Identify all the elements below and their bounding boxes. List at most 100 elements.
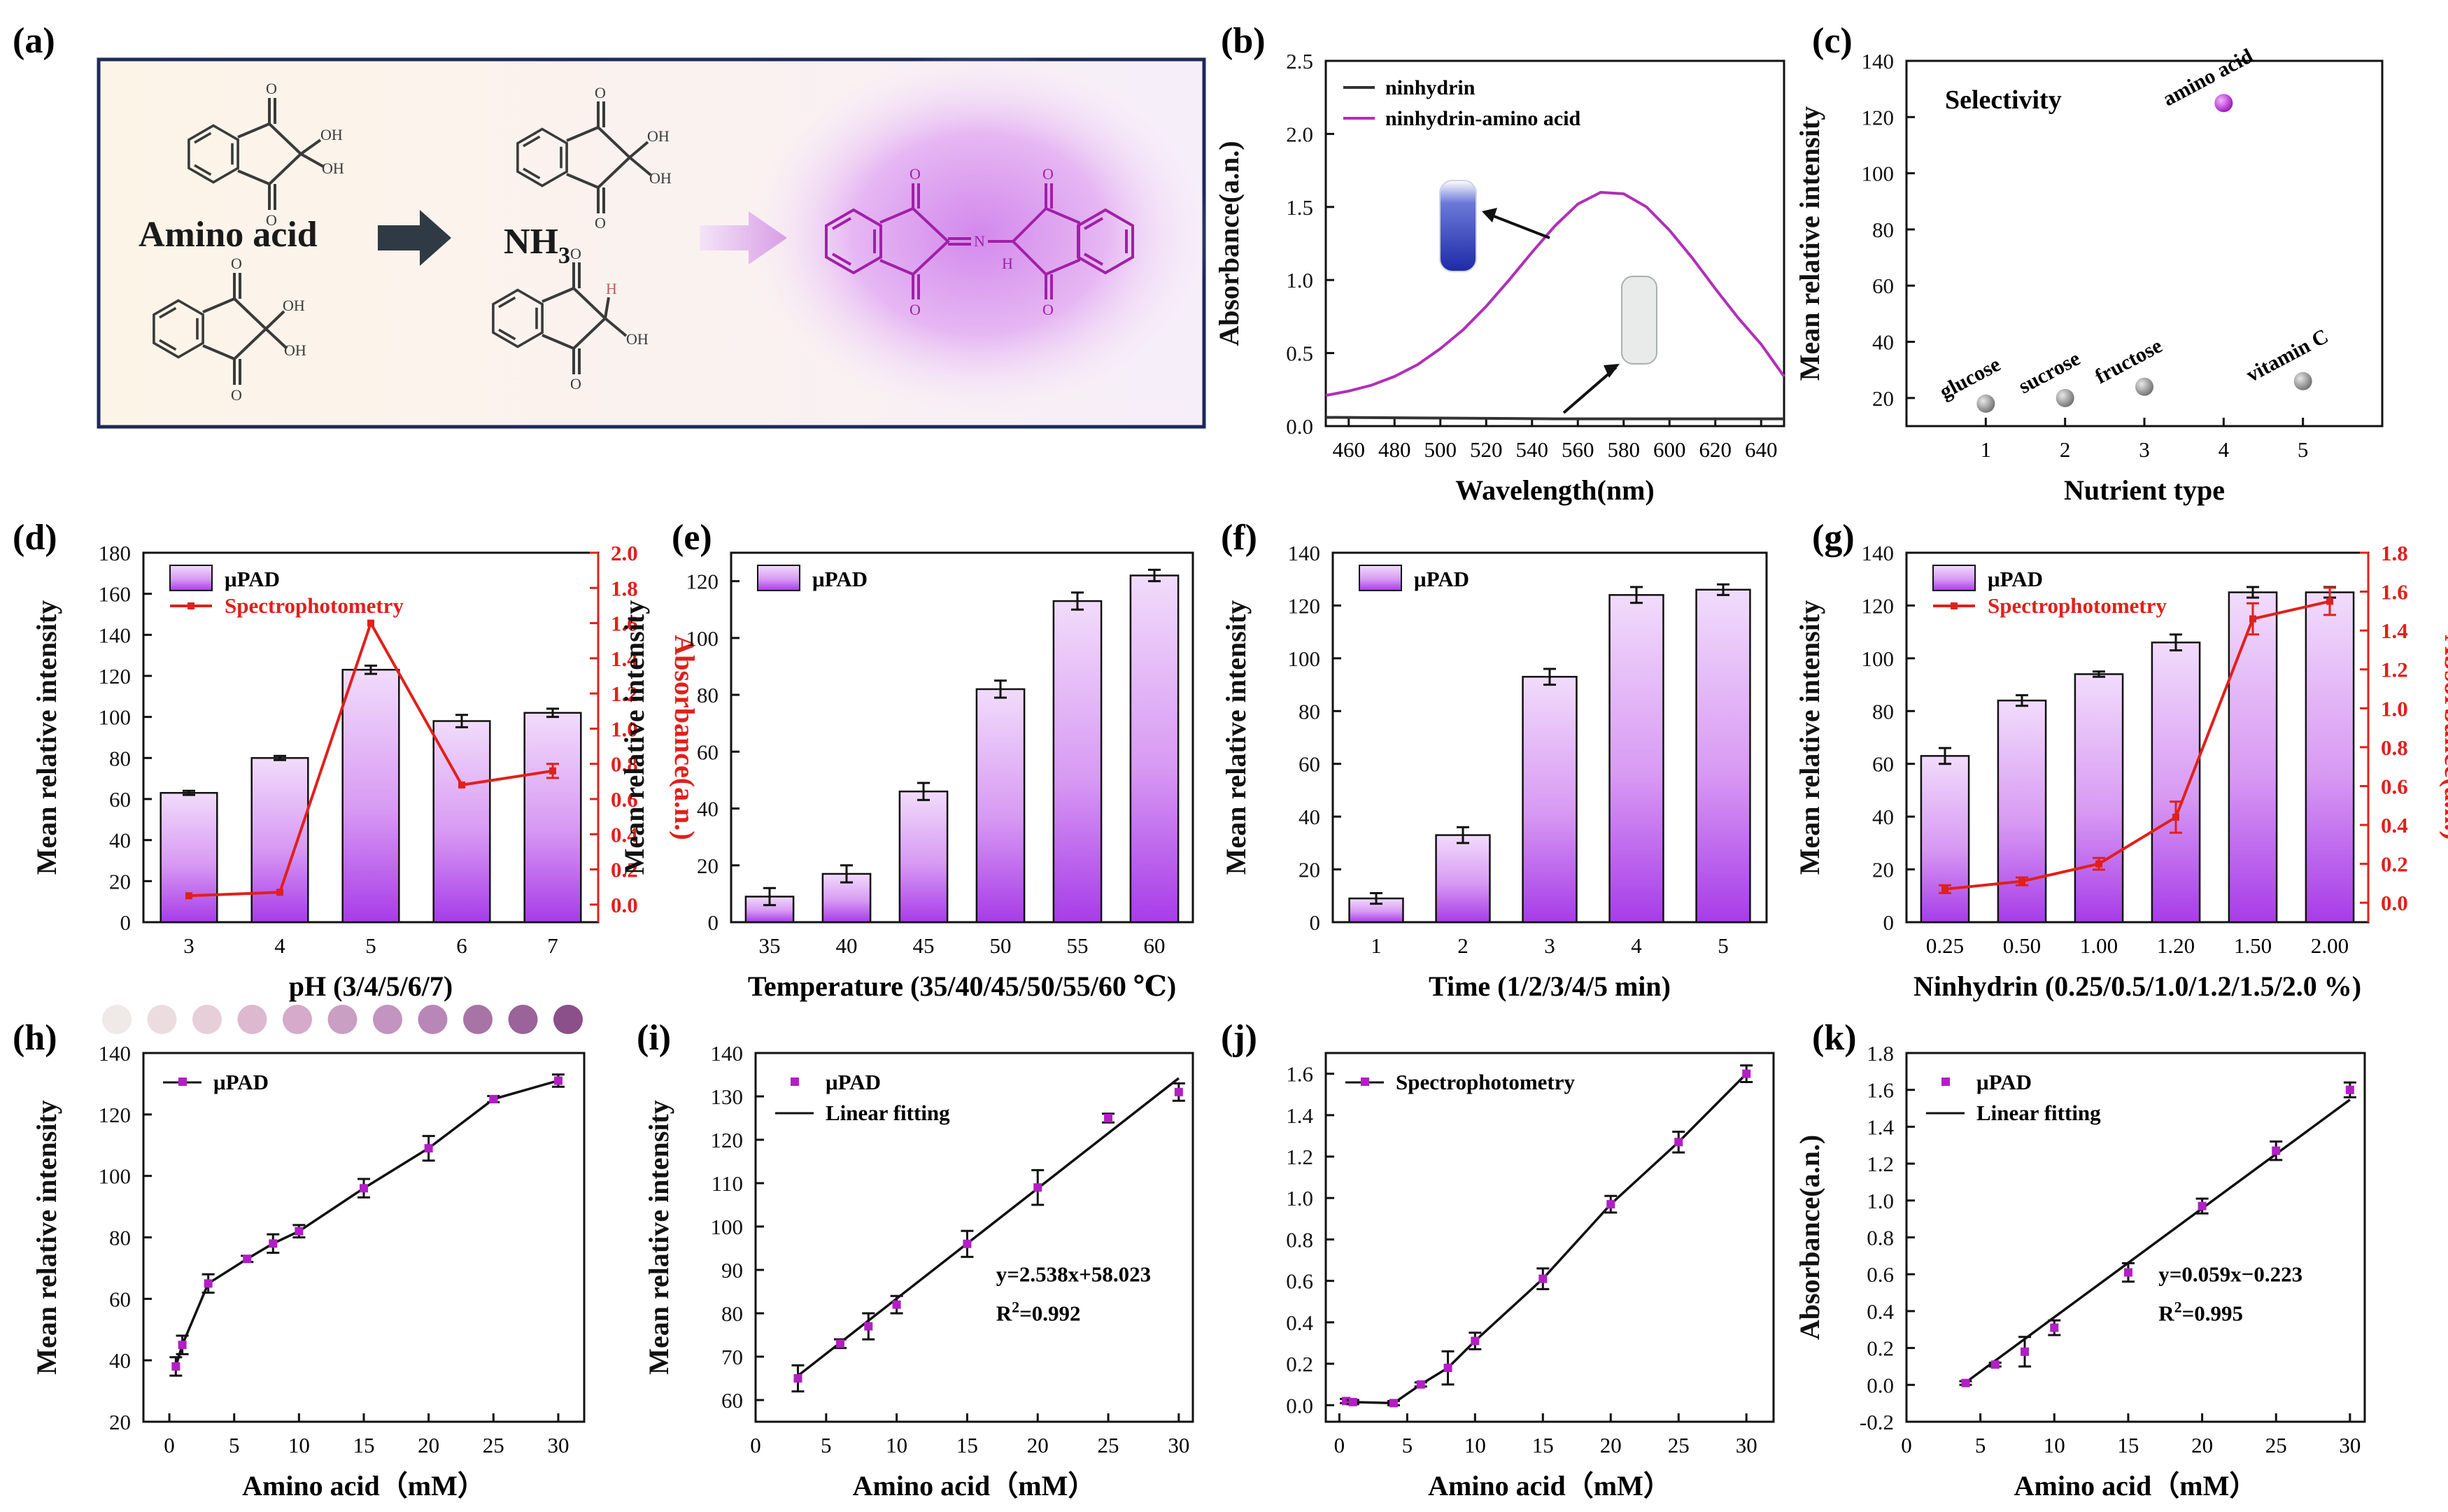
- svg-text:O: O: [910, 165, 921, 183]
- legend-marker-line-d: [188, 602, 194, 609]
- y-tick-label-k: 1.6: [1867, 1078, 1894, 1103]
- y-tick-label-d: 40: [109, 828, 131, 853]
- point-label-c-4: vitamin C: [2242, 325, 2332, 387]
- panel-f: (f) 0 20 40 60 80 100 120 140 Mean relative inten…: [1220, 518, 1768, 1002]
- data-point-c-4: [2293, 372, 2312, 390]
- x-tick-label-h: 5: [229, 1433, 240, 1457]
- y-tick-label-c: 100: [1862, 162, 1895, 186]
- point-label-c-0: glucose: [1936, 353, 2004, 404]
- svg-text:O: O: [595, 84, 606, 101]
- spectrum-line-0: [1325, 416, 1784, 421]
- svg-text:OH: OH: [647, 127, 670, 145]
- color-swatch-h: [553, 1005, 583, 1034]
- y-tick-label-d2: 0.2: [611, 858, 638, 882]
- y-tick-label-g: 20: [1872, 858, 1894, 882]
- panel-label-b: (b): [1221, 21, 1266, 61]
- y-tick-label-f: 100: [1288, 647, 1321, 671]
- y-axis-title-g2: Absorbance(a.n.): [2439, 635, 2448, 840]
- x-tick-label-c: 3: [2139, 437, 2150, 462]
- legend-swatch-bar-d: [169, 565, 213, 591]
- color-swatch-h: [373, 1005, 402, 1034]
- x-tick-label-c: 4: [2219, 437, 2230, 462]
- y-tick-label-f: 40: [1299, 805, 1320, 829]
- data-point-j: [1389, 1399, 1398, 1408]
- x-tick-label-j: 25: [1668, 1433, 1690, 1457]
- x-tick-label-d: 4: [274, 933, 285, 958]
- fit-equation-i: y=2.538x+58.023: [996, 1262, 1151, 1287]
- x-tick-label-k: 0: [1901, 1433, 1912, 1457]
- ruhemanns-purple-labels: O O N H O O: [910, 165, 1054, 318]
- x-axis-title-k: Amino acid（mM）: [2014, 1470, 2258, 1502]
- y-axis-title-g: Mean relative intensity: [1794, 600, 1825, 875]
- y-tick-label-i: 140: [711, 1041, 744, 1066]
- data-point-j: [1471, 1336, 1480, 1345]
- y-tick-label-e: 40: [697, 797, 719, 821]
- spectro-line-g: [1944, 600, 2330, 891]
- panel-j: (j) 0.0 0.2 0.4 0.6 0.8 1.0 1.2 1.4 1.6 0 5 10 15 20 25…: [1221, 1018, 1775, 1502]
- y-tick-label-d: 60: [109, 787, 131, 812]
- y-tick-label-k: 1.0: [1867, 1189, 1894, 1213]
- x-tick-label-h: 20: [418, 1433, 439, 1457]
- bar-d: [341, 668, 400, 924]
- x-tick-label-d: 5: [365, 933, 376, 958]
- x-tick-label-h: 10: [288, 1433, 310, 1457]
- legend-swatch-bar-f: [1359, 565, 1402, 591]
- x-tick-label-h: 15: [353, 1433, 375, 1457]
- y-tick-label-d: 0: [120, 910, 132, 935]
- bar-g: [2074, 673, 2124, 924]
- y-tick-label-i: 90: [721, 1258, 743, 1283]
- y-tick-label-e: 60: [697, 740, 719, 764]
- x-tick-label-g: 0.25: [1926, 933, 1964, 958]
- x-tick-label-g: 1.50: [2234, 933, 2272, 958]
- data-point-k: [1961, 1378, 1970, 1387]
- data-point-j: [1538, 1274, 1548, 1283]
- y-tick-label-g2: 0.0: [2381, 891, 2408, 915]
- svg-text:OH: OH: [283, 297, 305, 314]
- bar-g: [2228, 591, 2278, 924]
- y-tick-label-c: 140: [1862, 49, 1895, 73]
- svg-text:OH: OH: [626, 330, 649, 348]
- y-tick-label-f: 0: [1310, 910, 1321, 935]
- color-swatch-h: [508, 1005, 538, 1034]
- x-tick-label-f: 5: [1718, 933, 1729, 958]
- legend-marker-i: [791, 1078, 799, 1086]
- x-axis-title-h: Amino acid（mM）: [242, 1470, 486, 1502]
- data-point-i: [793, 1374, 802, 1383]
- data-point-j: [1416, 1380, 1425, 1389]
- y-tick-label-g2: 1.4: [2381, 619, 2408, 643]
- y-tick-label-d2: 0.6: [611, 787, 638, 812]
- x-tick-label-f: 1: [1371, 933, 1382, 958]
- y-tick-label-g: 0: [1883, 910, 1895, 935]
- svg-text:OH: OH: [322, 160, 344, 177]
- x-tick-label-k: 25: [2265, 1433, 2287, 1457]
- spectro-marker-g: [2172, 813, 2179, 821]
- bar-e: [1129, 574, 1180, 924]
- y-tick-label-k: 0.6: [1867, 1262, 1894, 1287]
- y-tick-label-j: 1.4: [1286, 1103, 1313, 1128]
- arrowhead-purple-tube: [1482, 208, 1497, 222]
- fit-r2-i: R2=0.992: [996, 1299, 1081, 1326]
- spectro-marker-g: [2249, 615, 2256, 623]
- y-tick-label-b: 0.5: [1286, 341, 1313, 366]
- y-tick-label-d2: 0.4: [611, 822, 638, 847]
- x-tick-label-k: 20: [2191, 1433, 2213, 1457]
- data-point-i: [1104, 1114, 1113, 1122]
- x-axis-title-g: Ninhydrin (0.25/0.5/1.0/1.2/1.5/2.0 %): [1913, 970, 2361, 1002]
- data-point-j: [1674, 1138, 1683, 1147]
- x-tick-label-j: 30: [1736, 1433, 1757, 1457]
- y-tick-label-j: 0.2: [1286, 1352, 1313, 1376]
- data-point-h: [178, 1341, 187, 1350]
- legend-label-bar-f: μPAD: [1414, 567, 1469, 591]
- data-point-k: [2050, 1323, 2059, 1332]
- x-axis-title-j: Amino acid（mM）: [1428, 1470, 1671, 1502]
- svg-text:N: N: [974, 232, 985, 250]
- bar-d: [160, 791, 218, 924]
- y-tick-label-f: 20: [1299, 858, 1320, 882]
- y-tick-label-h: 100: [99, 1164, 132, 1189]
- data-point-h: [269, 1239, 278, 1248]
- y-tick-label-d2: 2.0: [611, 541, 638, 565]
- data-point-k: [2198, 1201, 2207, 1210]
- svg-text:OH: OH: [320, 126, 343, 143]
